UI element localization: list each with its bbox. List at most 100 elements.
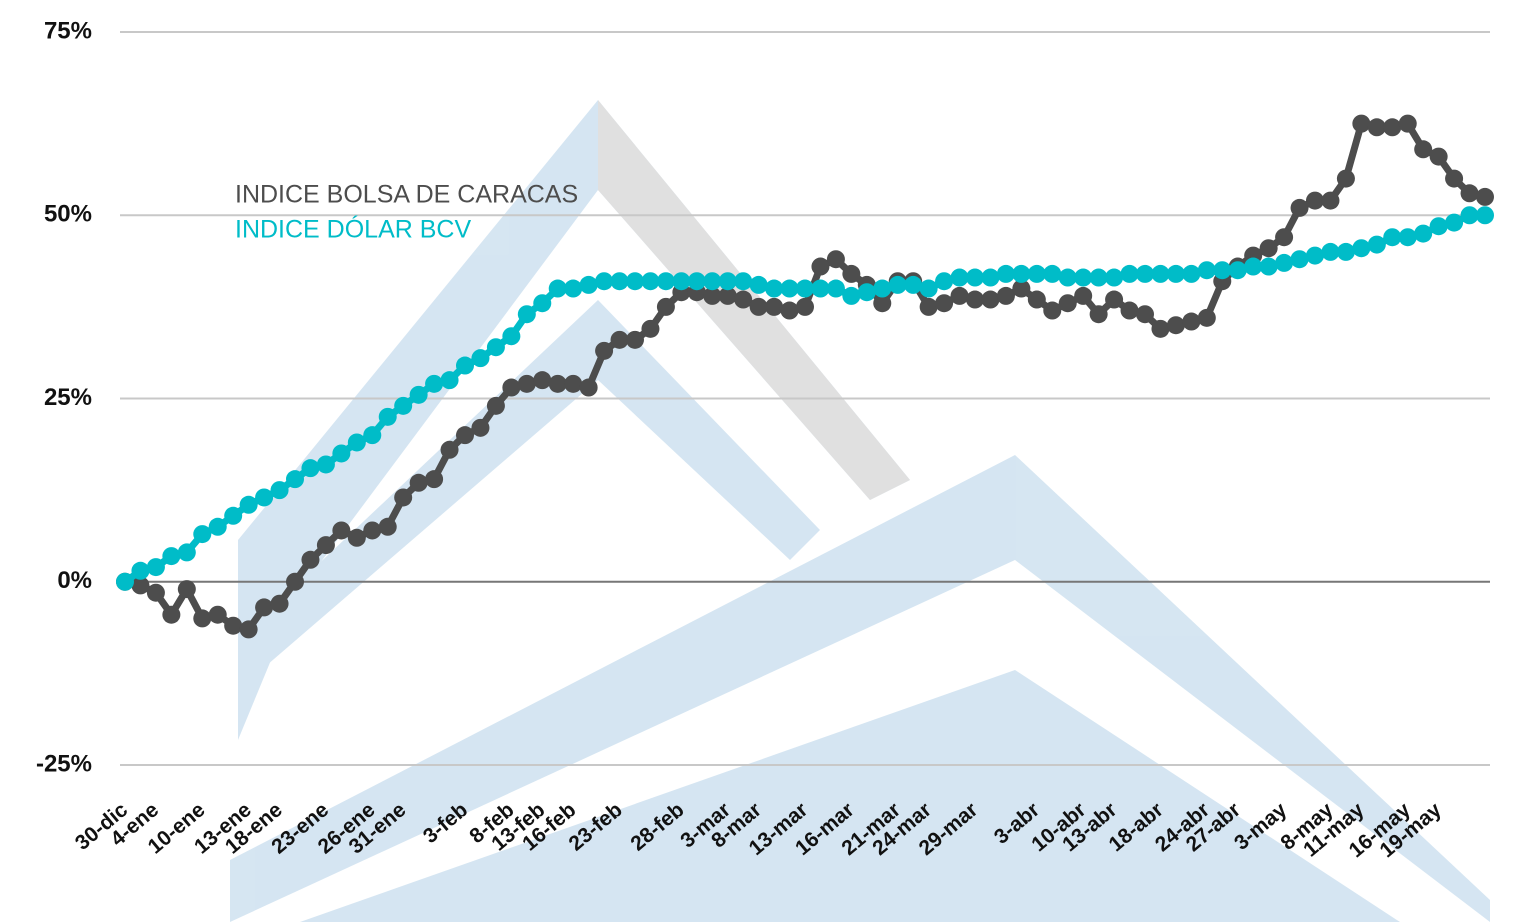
data-point xyxy=(1291,199,1309,217)
data-point xyxy=(1430,217,1448,235)
data-point xyxy=(1260,239,1278,257)
data-point xyxy=(1352,239,1370,257)
data-point xyxy=(178,543,196,561)
data-point xyxy=(147,584,165,602)
data-point xyxy=(1028,291,1046,309)
data-point xyxy=(842,265,860,283)
data-point xyxy=(1414,140,1432,158)
data-point xyxy=(441,441,459,459)
data-point xyxy=(858,283,876,301)
data-point xyxy=(456,357,474,375)
data-point xyxy=(1461,206,1479,224)
data-point xyxy=(1012,265,1030,283)
data-point xyxy=(935,272,953,290)
data-point xyxy=(301,551,319,569)
data-point xyxy=(363,426,381,444)
data-point xyxy=(781,280,799,298)
data-point xyxy=(920,298,938,316)
data-point xyxy=(1182,265,1200,283)
data-point xyxy=(966,291,984,309)
data-point xyxy=(209,518,227,536)
data-point xyxy=(1090,269,1108,287)
data-point xyxy=(549,375,567,393)
data-point xyxy=(1368,236,1386,254)
data-point xyxy=(1105,269,1123,287)
data-point xyxy=(410,386,428,404)
data-point xyxy=(611,272,629,290)
data-point xyxy=(1074,287,1092,305)
data-point xyxy=(750,298,768,316)
data-point xyxy=(301,459,319,477)
data-point xyxy=(178,580,196,598)
data-point xyxy=(564,375,582,393)
data-point xyxy=(827,250,845,268)
data-point xyxy=(657,298,675,316)
data-point xyxy=(487,397,505,415)
data-point xyxy=(672,272,690,290)
data-point xyxy=(441,371,459,389)
data-point xyxy=(271,595,289,613)
data-point xyxy=(703,272,721,290)
data-point xyxy=(255,598,273,616)
data-point xyxy=(1028,265,1046,283)
data-point xyxy=(1306,192,1324,210)
data-point xyxy=(951,269,969,287)
data-point xyxy=(641,320,659,338)
data-point xyxy=(1337,243,1355,261)
data-point xyxy=(317,536,335,554)
data-point xyxy=(966,269,984,287)
data-point xyxy=(147,558,165,576)
data-point xyxy=(1244,258,1262,276)
data-point xyxy=(502,379,520,397)
data-point xyxy=(580,276,598,294)
data-point xyxy=(518,305,536,323)
data-point xyxy=(1399,228,1417,246)
page: -25%0%25%50%75%30-dic4-ene10-ene13-ene18… xyxy=(0,0,1528,922)
data-point xyxy=(410,474,428,492)
data-point xyxy=(1275,254,1293,272)
data-point xyxy=(657,272,675,290)
data-point xyxy=(1383,228,1401,246)
data-point xyxy=(1275,228,1293,246)
data-point xyxy=(688,272,706,290)
data-point xyxy=(611,331,629,349)
data-point xyxy=(471,349,489,367)
data-point xyxy=(456,426,474,444)
data-point xyxy=(1059,294,1077,312)
data-point xyxy=(1399,115,1417,133)
data-point xyxy=(595,342,613,360)
data-point xyxy=(935,294,953,312)
data-point xyxy=(626,331,644,349)
data-point xyxy=(811,280,829,298)
data-point xyxy=(1260,258,1278,276)
data-point xyxy=(997,265,1015,283)
data-point xyxy=(1198,309,1216,327)
data-point xyxy=(781,302,799,320)
data-point xyxy=(981,269,999,287)
data-point xyxy=(626,272,644,290)
data-point xyxy=(1229,261,1247,279)
data-point xyxy=(1445,214,1463,232)
data-point xyxy=(317,455,335,473)
data-point xyxy=(224,507,242,525)
data-point xyxy=(1121,302,1139,320)
y-tick-label: 25% xyxy=(44,384,92,411)
data-point xyxy=(209,606,227,624)
data-point xyxy=(363,521,381,539)
data-point xyxy=(827,280,845,298)
data-point xyxy=(162,547,180,565)
data-point xyxy=(564,280,582,298)
data-point xyxy=(502,327,520,345)
data-point xyxy=(533,294,551,312)
data-point xyxy=(487,338,505,356)
data-point xyxy=(394,488,412,506)
data-point xyxy=(1445,170,1463,188)
data-point xyxy=(286,573,304,591)
data-point xyxy=(533,371,551,389)
data-point xyxy=(425,470,443,488)
data-point xyxy=(1430,148,1448,166)
data-point xyxy=(580,379,598,397)
data-point xyxy=(1074,269,1092,287)
y-tick-label: 75% xyxy=(44,17,92,44)
chart: -25%0%25%50%75%30-dic4-ene10-ene13-ene18… xyxy=(0,0,1528,922)
